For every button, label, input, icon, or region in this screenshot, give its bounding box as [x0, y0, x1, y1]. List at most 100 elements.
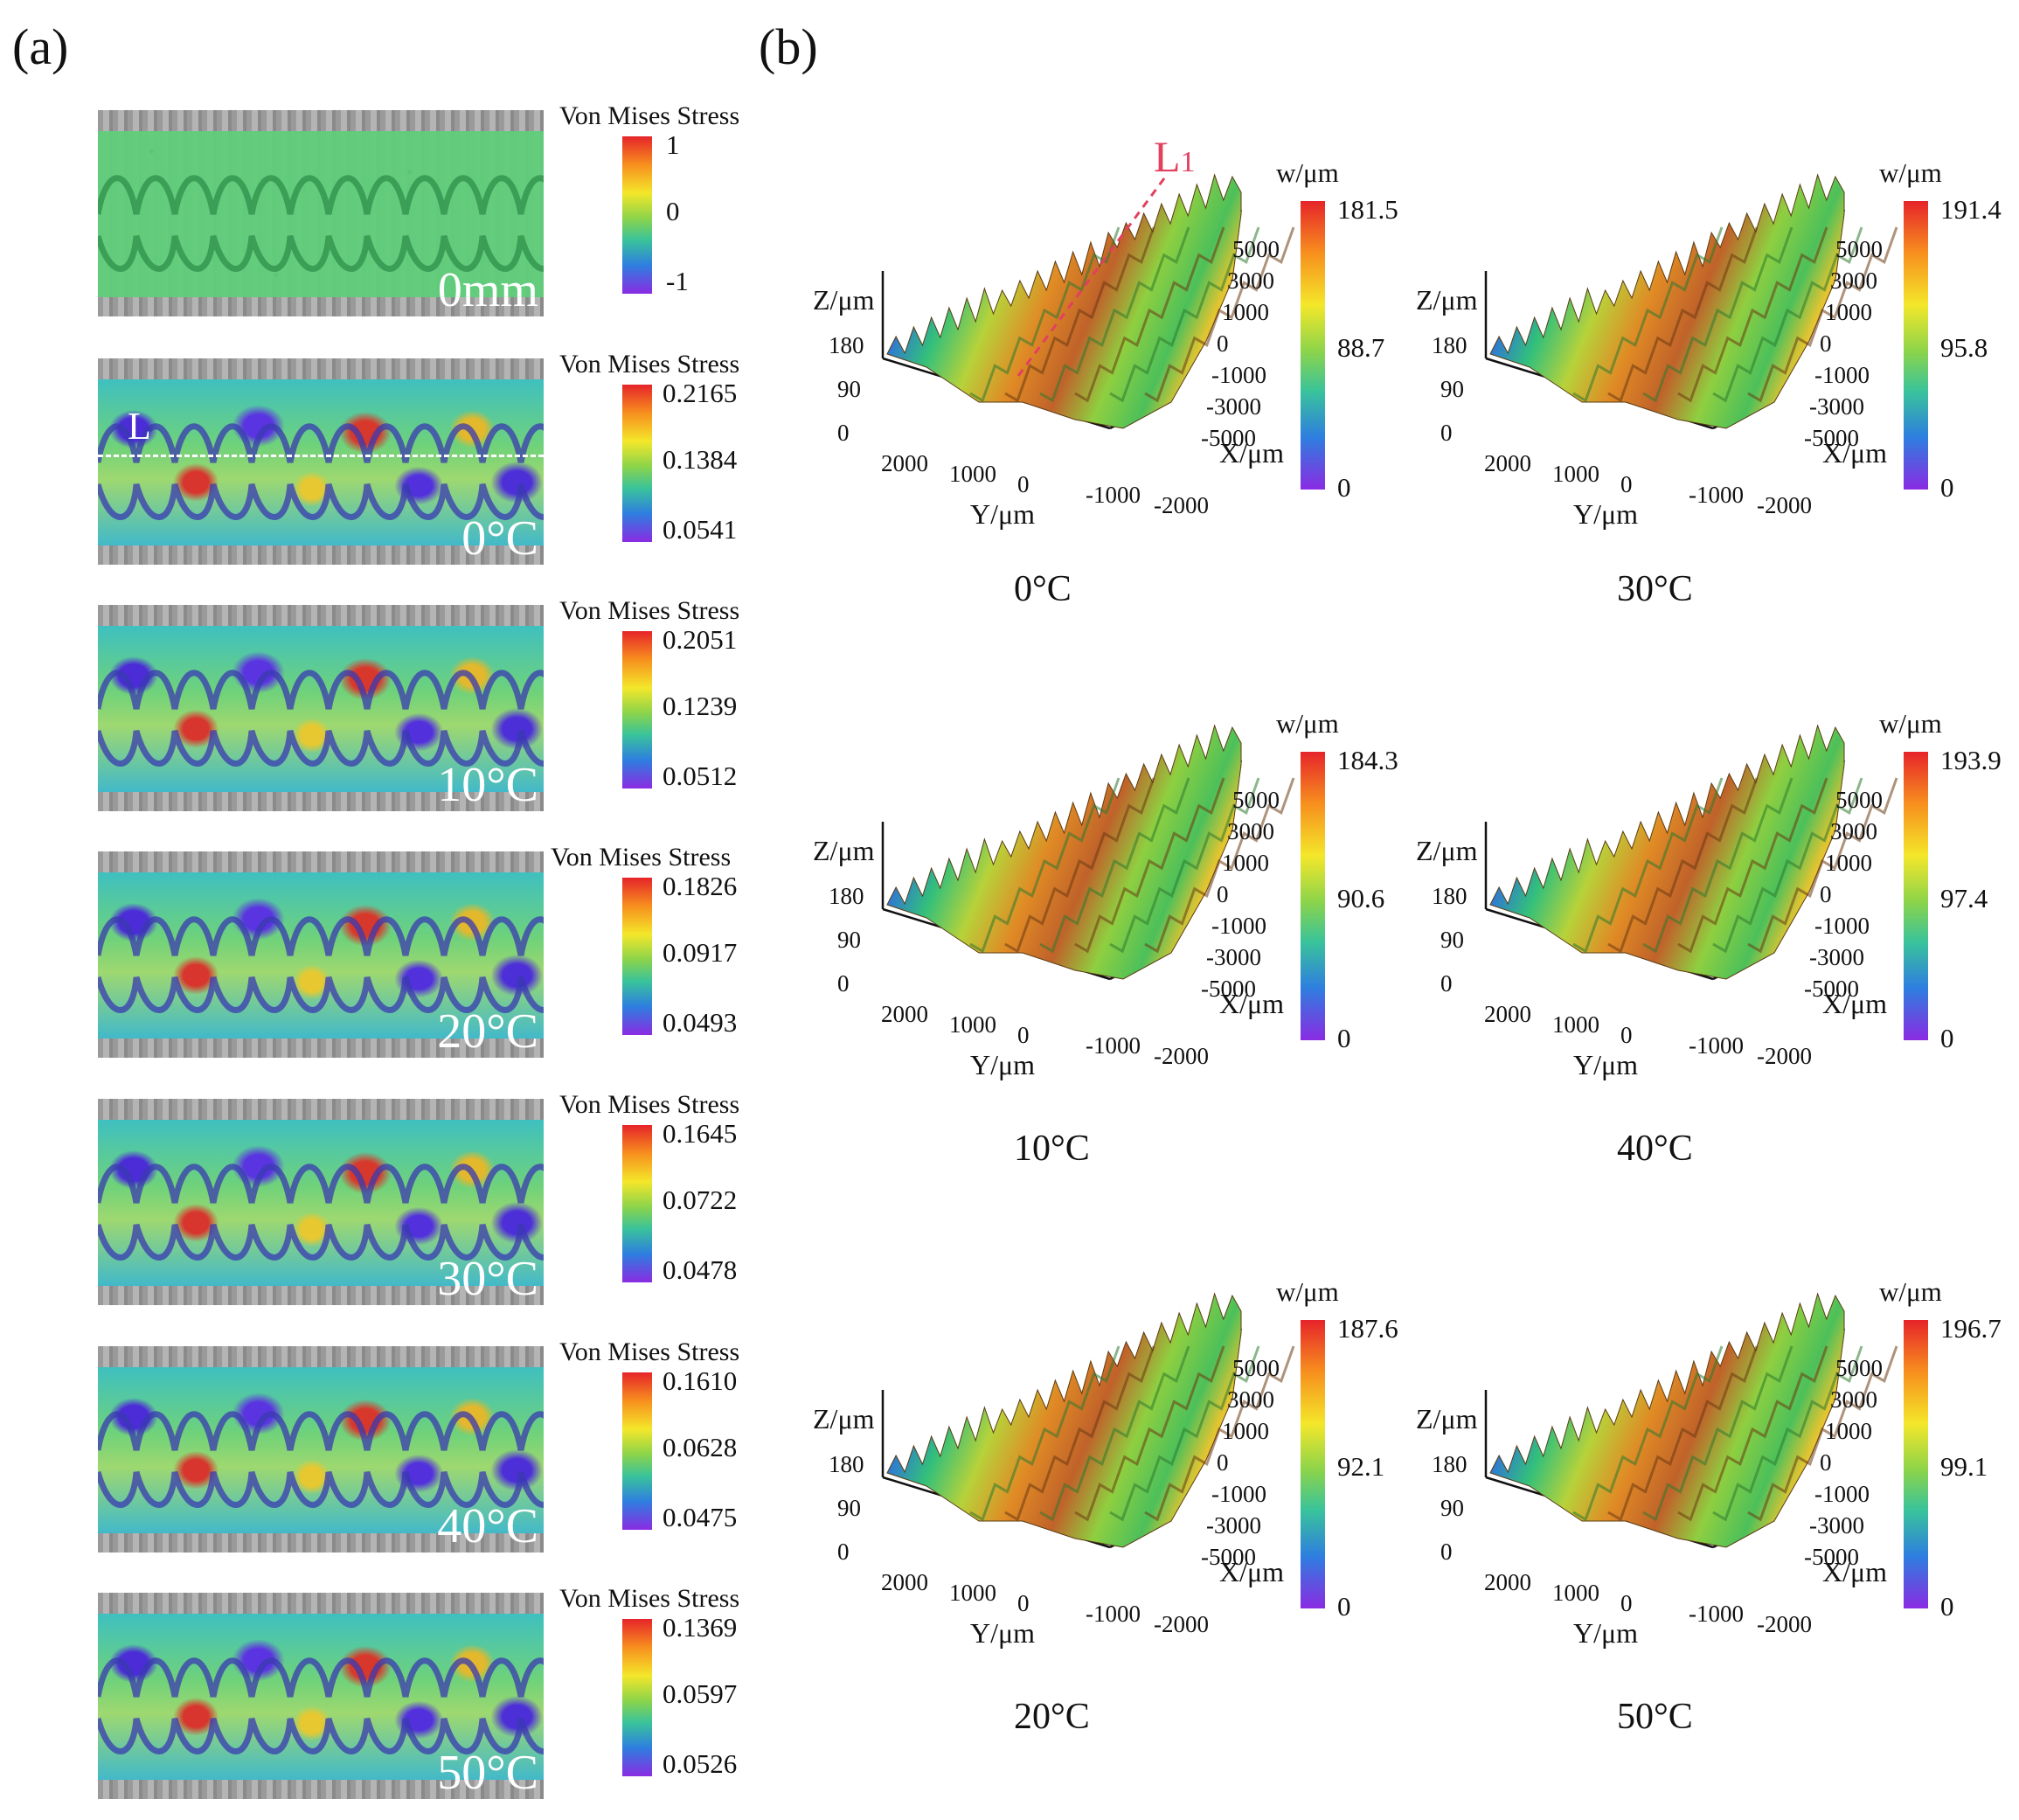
surface-plot-svg	[881, 724, 1295, 981]
colorbar-max-value: 0.2165	[663, 378, 738, 408]
x-axis-label: X/μm	[1822, 1556, 1888, 1587]
x-axis-label: X/μm	[1822, 988, 1888, 1019]
serpentine-pattern	[98, 423, 544, 520]
y-tick-label: -2000	[1154, 492, 1209, 518]
serpentine-trace	[98, 670, 544, 710]
surface-plot: w/μm 191.4 95.8 0 Z/μm 180 90 0 2000 1000 0 -1000 -2…	[1416, 140, 2002, 609]
surface-mesh	[886, 173, 1242, 429]
temperature-caption: 0°C	[1014, 569, 1072, 609]
colorbar-mid-value: 0.0722	[663, 1184, 738, 1215]
serpentine-trace	[98, 235, 544, 272]
x-tick-label: 0	[1820, 881, 1832, 907]
x-tick-label: 5000	[1232, 236, 1280, 262]
z-tick-label: 90	[1440, 376, 1464, 402]
stress-map-strip: 10°C	[98, 605, 544, 811]
colorbar	[622, 136, 652, 294]
colorbar-mid-value: 0.0917	[663, 937, 738, 968]
x-tick-label: 1000	[1825, 850, 1872, 876]
surface-ridge	[1572, 777, 1724, 954]
y-tick-label: 0	[1017, 1022, 1030, 1048]
surface-ridge	[1572, 226, 1724, 403]
surface-ridge	[1607, 226, 1759, 403]
colorbar-min-value: 0	[1337, 472, 1351, 503]
y-axis-label: Y/μm	[970, 1617, 1036, 1649]
colorbar-min-value: 0	[1337, 1591, 1351, 1622]
colorbar-max-value: 184.3	[1337, 745, 1398, 775]
y-axis-label: Y/μm	[1573, 1617, 1639, 1649]
colorbar-min-value: 0.0526	[663, 1748, 738, 1779]
y-tick-label: -2000	[1154, 1611, 1209, 1637]
surface-ridge	[1109, 777, 1260, 954]
y-tick-label: 0	[1620, 471, 1633, 497]
surface-ridge	[1677, 1345, 1828, 1522]
x-tick-label: -3000	[1206, 393, 1261, 420]
serpentine-trace	[98, 976, 544, 1013]
surface-ridge	[1642, 1345, 1794, 1522]
surface-ridge	[1747, 226, 1898, 403]
z-tick-label: 180	[1432, 1451, 1467, 1477]
surface-plot-svg	[881, 173, 1295, 430]
surface-mesh	[1489, 173, 1845, 429]
x-tick-label: 1000	[1222, 850, 1269, 876]
colorbar-title: Von Mises Stress	[559, 1090, 740, 1119]
colorbar-min-value: 0.0493	[663, 1007, 738, 1038]
surface-mesh	[886, 1292, 1242, 1548]
colorbar-min-value: 0	[1940, 472, 1954, 503]
y-tick-label: 2000	[1484, 1569, 1531, 1595]
x-tick-label: 3000	[1830, 267, 1877, 294]
condition-label: 0°C	[461, 511, 538, 565]
w-unit-label: w/μm	[1879, 708, 1942, 739]
y-tick-label: 1000	[1552, 461, 1599, 487]
serpentine-pattern	[98, 1164, 544, 1261]
x-tick-label: -1000	[1211, 913, 1266, 939]
serpentine-pattern	[98, 670, 544, 767]
y-tick-label: 0	[1620, 1022, 1633, 1048]
colorbar	[622, 385, 652, 542]
colorbar-max-value: 196.7	[1940, 1313, 2002, 1344]
colorbar	[622, 878, 652, 1035]
surface-plot-svg	[1484, 173, 1898, 430]
condition-label: 50°C	[437, 1746, 538, 1799]
x-tick-label: -1000	[1814, 362, 1870, 388]
surface-plot-svg	[1484, 1292, 1898, 1549]
colorbar-title: Von Mises Stress	[559, 101, 740, 130]
x-axis-label: X/μm	[1822, 437, 1888, 469]
colorbar-max-value: 0.1369	[663, 1612, 738, 1643]
colorbar-min-value: 0	[1940, 1591, 1954, 1622]
x-tick-label: -1000	[1211, 1481, 1266, 1507]
x-tick-label: 5000	[1835, 1355, 1883, 1381]
z-tick-label: 0	[837, 1539, 850, 1565]
temperature-caption: 40°C	[1617, 1129, 1693, 1169]
x-tick-label: -5000	[1201, 1544, 1256, 1570]
colorbar-mid-value: 0.1384	[663, 444, 738, 475]
y-tick-label: 0	[1017, 471, 1030, 497]
surface-ridge	[1004, 226, 1155, 403]
x-tick-label: 5000	[1232, 1355, 1280, 1381]
height-colorbar	[1904, 752, 1928, 1040]
y-tick-label: 2000	[881, 450, 928, 476]
x-tick-label: 1000	[1222, 299, 1269, 325]
y-axis-label: Y/μm	[970, 1049, 1036, 1080]
colorbar-title: Von Mises Stress	[559, 350, 740, 379]
serpentine-trace	[98, 1657, 544, 1698]
y-tick-label: 2000	[1484, 1001, 1531, 1027]
z-axis-label: Z/μm	[813, 835, 875, 866]
profile-line-label: L1	[1154, 132, 1196, 181]
z-tick-label: 180	[829, 332, 864, 358]
z-tick-label: 90	[1440, 1495, 1464, 1521]
height-colorbar	[1904, 1320, 1928, 1608]
stress-map-strip: 40°C	[98, 1346, 544, 1553]
serpentine-pattern	[98, 916, 544, 1013]
x-tick-label: 0	[1217, 881, 1229, 907]
surface-ridge	[1074, 777, 1225, 954]
x-tick-label: 5000	[1835, 236, 1883, 262]
serpentine-trace	[98, 423, 544, 463]
x-tick-label: 3000	[1830, 1386, 1877, 1413]
z-tick-label: 180	[1432, 332, 1467, 358]
x-tick-label: 3000	[1830, 818, 1877, 844]
colorbar-max-value: 187.6	[1337, 1313, 1398, 1344]
x-tick-label: 0	[1820, 330, 1832, 357]
condition-label: 10°C	[437, 758, 538, 811]
z-tick-label: 180	[1432, 883, 1467, 909]
colorbar-mid-value: 0.1239	[663, 691, 738, 721]
